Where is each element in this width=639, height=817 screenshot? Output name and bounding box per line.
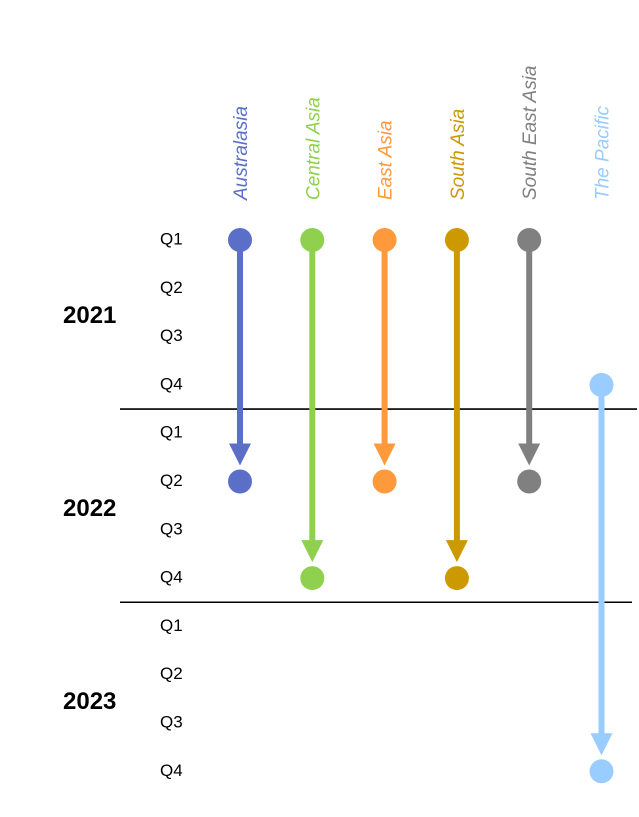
- region-label: South Asia: [448, 109, 469, 200]
- year-label: 2023: [63, 688, 116, 715]
- quarter-label: Q2: [160, 664, 183, 683]
- quarter-label: Q4: [160, 761, 183, 780]
- start-dot: [517, 228, 542, 252]
- region-label: Australasia: [231, 106, 252, 201]
- arrow-head: [445, 540, 468, 563]
- start-dot: [444, 228, 469, 252]
- arrow-head: [373, 443, 396, 466]
- end-dot: [228, 469, 252, 494]
- year-label: 2022: [63, 495, 116, 522]
- end-dot: [300, 566, 325, 591]
- labels: Q1 Q2 Q3 Q4 2021 Q1 Q2 Q3 Q4 2022 Q1 Q2 Q3 Q4 2023 Aust…: [63, 66, 614, 780]
- region-label: South East Asia: [520, 66, 541, 200]
- end-dot: [517, 469, 542, 494]
- quarter-label: Q4: [160, 374, 183, 393]
- quarter-label: Q2: [160, 278, 183, 297]
- quarter-label: Q3: [160, 326, 183, 345]
- quarter-label: Q1: [160, 229, 183, 248]
- quarter-label: Q3: [160, 519, 183, 538]
- end-dot: [372, 469, 397, 494]
- quarter-label: Q2: [160, 471, 183, 490]
- start-dot: [372, 228, 397, 252]
- region-label: The Pacific: [593, 106, 614, 200]
- year-label: 2021: [63, 302, 116, 329]
- quarter-label: Q1: [160, 423, 183, 442]
- year-divider-lines: [120, 408, 637, 604]
- arrow-head: [518, 443, 541, 466]
- start-dot: [300, 228, 325, 252]
- quarter-label: Q3: [160, 712, 183, 731]
- quarter-label: Q1: [160, 616, 183, 635]
- region-label: East Asia: [376, 120, 397, 200]
- start-dot: [589, 372, 614, 397]
- start-dot: [228, 228, 252, 252]
- region-arrows: [228, 228, 614, 784]
- end-dot: [444, 566, 469, 591]
- arrow-head: [590, 733, 613, 756]
- arrow-head: [301, 540, 324, 563]
- arrow-head: [229, 443, 251, 466]
- end-dot: [589, 759, 614, 784]
- region-label: Central Asia: [303, 97, 324, 200]
- quarter-label: Q4: [160, 568, 183, 587]
